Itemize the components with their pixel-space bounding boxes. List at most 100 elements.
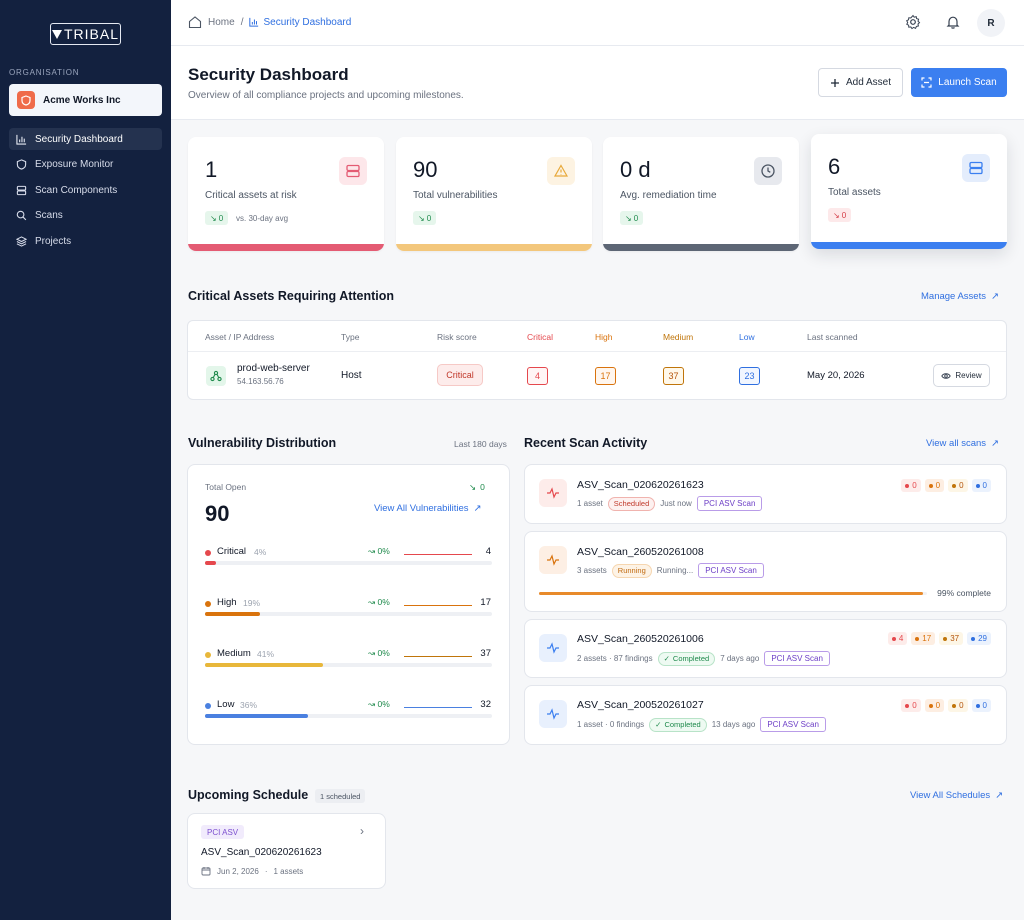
sparkline xyxy=(404,656,472,657)
scan-time: Running... xyxy=(656,566,694,575)
trend-icon: ↘ xyxy=(469,482,477,492)
severity-chips: 0 0 0 0 xyxy=(901,699,991,712)
status-badge: ✓ Completed xyxy=(657,651,716,666)
org-switcher[interactable]: Acme Works Inc xyxy=(9,84,162,116)
severity-row-critical[interactable]: Critical 4% ↝ 0% 4 xyxy=(205,546,494,574)
manage-assets-label: Manage Assets xyxy=(921,291,986,302)
severity-pct: 4% xyxy=(254,547,267,557)
stat-delta-badge: ↘ 0 xyxy=(205,211,229,225)
total-open-label: Total Open xyxy=(205,482,247,492)
severity-row-low[interactable]: Low 36% ↝ 0% 32 xyxy=(205,699,494,727)
scan-card[interactable]: ASV_Scan_260520261008 3 assets Running R… xyxy=(524,531,1007,612)
scan-card[interactable]: ASV_Scan_020620261623 1 asset Scheduled … xyxy=(524,464,1007,524)
stat-delta: 0 xyxy=(426,213,432,223)
low-chip: 0 xyxy=(971,479,991,492)
scan-card[interactable]: ASV_Scan_200520261027 1 asset · 0 findin… xyxy=(524,685,1007,745)
column-header: Type xyxy=(341,332,360,342)
chip-count: 4 xyxy=(898,634,904,643)
brand-logo[interactable]: TRIBAL xyxy=(50,23,121,45)
status-badge: Scheduled xyxy=(607,496,656,511)
schedule-card[interactable]: PCI ASV › ASV_Scan_020620261623 Jun 2, 2… xyxy=(187,813,386,889)
severity-count: 32 xyxy=(480,699,491,710)
stat-card-total-vulnerabilities[interactable]: 90 Total vulnerabilities ↘ 0 xyxy=(396,137,592,251)
sidebar-item-exposure-monitor[interactable]: Exposure Monitor xyxy=(9,154,162,176)
scan-progress-text: 99% complete xyxy=(937,588,991,598)
bar-chart-icon xyxy=(249,17,259,27)
table-divider xyxy=(188,351,1006,352)
status-label: Completed xyxy=(664,720,701,729)
severity-trend: ↝ 0% xyxy=(368,699,390,709)
schedule-title: Upcoming Schedule xyxy=(188,788,309,802)
total-open-delta-value: 0 xyxy=(480,482,485,492)
chevron-right-icon[interactable]: › xyxy=(360,824,364,838)
severity-trend-value: 0% xyxy=(377,648,390,658)
severity-pct: 41% xyxy=(257,649,275,659)
view-all-scans-link[interactable]: View all scans ↗ xyxy=(926,438,999,449)
schedule-scan-name: ASV_Scan_020620261623 xyxy=(201,847,322,858)
review-label: Review xyxy=(955,371,982,380)
scan-type-tag: PCI ASV Scan xyxy=(764,651,830,666)
critical-assets-table: Asset / IP Address Type Risk score Criti… xyxy=(187,320,1007,400)
stat-accent-bar xyxy=(811,242,1007,249)
meta-separator: · xyxy=(264,866,268,876)
critical-assets-title: Critical Assets Requiring Attention xyxy=(188,289,395,303)
brand-name: TRIBAL xyxy=(63,26,119,42)
vuln-dist-card: Total Open 90 ↘ 0 View All Vulnerabiliti… xyxy=(187,464,510,745)
high-chip: 0 xyxy=(924,479,945,492)
page-subtitle: Overview of all compliance projects and … xyxy=(188,90,464,101)
scan-progress-fill xyxy=(539,592,924,595)
severity-progress-fill xyxy=(205,561,217,565)
scan-meta: 3 assets Running Running... PCI ASV Scan xyxy=(577,563,764,578)
activity-icon xyxy=(539,479,567,507)
scan-time: 7 days ago xyxy=(720,654,760,663)
network-node-icon xyxy=(206,366,226,386)
severity-pct: 36% xyxy=(240,700,258,710)
stat-accent-bar xyxy=(603,244,799,251)
severity-progress-fill xyxy=(205,612,260,616)
stat-card-total-assets[interactable]: 6 Total assets ↘ 0 xyxy=(811,134,1007,249)
sidebar-item-scans[interactable]: Scans xyxy=(9,205,162,227)
manage-assets-link[interactable]: Manage Assets ↗ xyxy=(921,291,999,302)
severity-trend: ↝ 0% xyxy=(368,546,390,556)
total-open-value: 90 xyxy=(205,501,230,526)
chip-count: 0 xyxy=(912,481,917,490)
sidebar-item-scan-components[interactable]: Scan Components xyxy=(9,179,162,201)
severity-row-medium[interactable]: Medium 41% ↝ 0% 37 xyxy=(205,648,494,676)
asset-type: Host xyxy=(341,370,362,381)
severity-trend-value: 0% xyxy=(377,699,390,709)
stat-card-remediation-time[interactable]: 0 d Avg. remediation time ↘ 0 xyxy=(603,137,799,251)
user-avatar[interactable]: R xyxy=(977,9,1005,37)
severity-dot xyxy=(205,550,211,556)
critical-count: 4 xyxy=(527,367,548,385)
asset-name[interactable]: prod-web-server xyxy=(237,363,310,374)
view-all-vulnerabilities-link[interactable]: View All Vulnerabilities ↗ xyxy=(374,503,482,514)
gear-icon[interactable] xyxy=(905,14,921,30)
scan-meta: 1 asset Scheduled Just now PCI ASV Scan xyxy=(577,496,763,511)
severity-count: 37 xyxy=(480,648,491,659)
home-icon[interactable] xyxy=(188,15,202,29)
breadcrumb-current-label: Security Dashboard xyxy=(263,16,352,28)
scan-name: ASV_Scan_260520261006 xyxy=(577,633,704,645)
trend-down-icon: ↘ xyxy=(833,210,840,220)
stat-delta: 0 xyxy=(633,213,639,223)
breadcrumb-home[interactable]: Home xyxy=(208,16,235,28)
severity-row-high[interactable]: High 19% ↝ 0% 17 xyxy=(205,597,494,625)
stat-delta: 0 xyxy=(218,213,224,223)
asset-ip: 54.163.56.76 xyxy=(237,377,284,386)
chip-count: 37 xyxy=(950,634,960,643)
stat-card-critical-assets[interactable]: 1 Critical assets at risk ↘ 0 vs. 30-day … xyxy=(188,137,384,251)
page-header: Security Dashboard Overview of all compl… xyxy=(171,46,1024,120)
schedule-meta: Jun 2, 2026 · 1 assets xyxy=(201,866,303,876)
column-header: Critical xyxy=(527,332,553,342)
bell-icon[interactable] xyxy=(945,14,961,30)
column-header: Asset / IP Address xyxy=(205,332,275,342)
breadcrumb-separator: / xyxy=(240,16,244,28)
sidebar-item-projects[interactable]: Projects xyxy=(9,230,162,252)
sparkline xyxy=(404,554,472,555)
add-asset-button[interactable]: Add Asset xyxy=(818,68,903,97)
view-all-schedules-link[interactable]: View All Schedules ↗ xyxy=(910,790,1003,801)
scan-card[interactable]: ASV_Scan_260520261006 2 assets · 87 find… xyxy=(524,619,1007,678)
review-button[interactable]: Review xyxy=(933,364,990,387)
launch-scan-button[interactable]: Launch Scan xyxy=(911,68,1007,97)
sidebar-item-security-dashboard[interactable]: Security Dashboard xyxy=(9,128,162,150)
